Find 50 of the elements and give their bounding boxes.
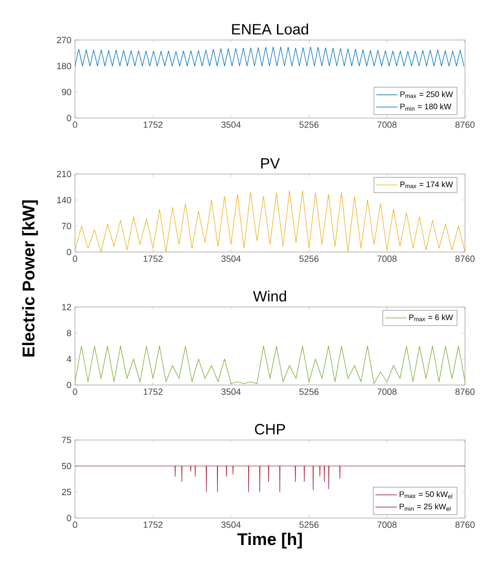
y-tick-label: 8	[66, 330, 72, 336]
x-tick-label: 0	[72, 122, 78, 128]
y-tick-label: 180	[57, 62, 72, 70]
x-tick-label: 8760	[455, 522, 475, 528]
x-tick-label: 7008	[377, 256, 397, 262]
y-axis-title: Electric Power [kW]	[22, 200, 38, 356]
line-series	[75, 466, 465, 492]
y-tick-label: 140	[57, 196, 72, 204]
x-tick-label: 3504	[221, 522, 241, 528]
chart-title: PV	[261, 158, 280, 169]
y-tick-label: 0	[66, 114, 72, 122]
y-tick-label: 12	[62, 304, 72, 310]
y-tick-label: 0	[66, 248, 72, 256]
y-tick-label: 270	[56, 36, 72, 44]
x-tick-label: 1752	[144, 256, 163, 262]
line-series	[75, 346, 465, 384]
x-tick-label: 8760	[455, 256, 475, 262]
x-tick-label: 5256	[299, 522, 319, 528]
x-tick-label: 5256	[299, 256, 319, 262]
x-axis-title: Time [h]	[237, 532, 302, 548]
x-tick-label: 1752	[144, 522, 163, 528]
x-tick-label: 8760	[455, 122, 475, 128]
y-tick-label: 0	[66, 514, 72, 522]
x-tick-label: 0	[72, 388, 78, 395]
y-tick-label: 25	[62, 488, 72, 496]
x-tick-label: 5256	[299, 122, 319, 128]
x-tick-label: 7008	[377, 522, 397, 528]
y-tick-label: 0	[66, 382, 72, 388]
x-tick-label: 3504	[221, 388, 241, 395]
x-tick-label: 1752	[144, 122, 163, 128]
line-series	[75, 46, 464, 66]
x-tick-label: 1752	[144, 388, 163, 395]
x-tick-label: 7008	[377, 388, 397, 395]
x-tick-label: 0	[72, 256, 78, 262]
x-tick-label: 5256	[299, 388, 319, 395]
x-tick-label: 8760	[455, 388, 475, 395]
chart-title: Wind	[253, 290, 286, 302]
x-tick-label: 7008	[377, 122, 397, 128]
y-tick-label: 50	[62, 462, 72, 470]
x-tick-label: 3504	[221, 256, 241, 262]
chart-title: ENEA Load	[232, 24, 308, 34]
x-tick-label: 3504	[221, 122, 241, 128]
y-tick-label: 70	[62, 222, 72, 230]
x-tick-label: 0	[72, 522, 78, 528]
y-tick-label: 90	[62, 88, 72, 96]
y-tick-label: 4	[66, 356, 72, 362]
chart-title: CHP	[254, 424, 285, 435]
y-tick-label: 210	[56, 170, 72, 178]
y-tick-label: 75	[62, 436, 72, 444]
line-series	[75, 190, 465, 252]
